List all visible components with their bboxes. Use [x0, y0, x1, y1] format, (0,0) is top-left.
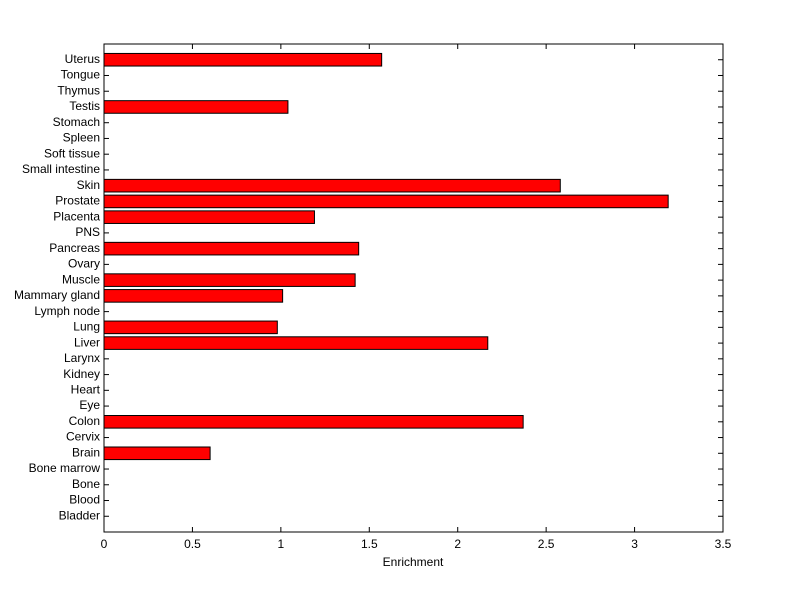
bar: [103, 194, 669, 209]
x-tick-label: 1.5: [361, 537, 378, 551]
y-tick-label: Liver: [74, 335, 100, 349]
y-tick-label: Muscle: [62, 272, 100, 286]
y-tick-label: Bladder: [59, 508, 100, 522]
y-tick-label: Skin: [77, 178, 100, 192]
bar: [103, 100, 289, 114]
y-tick-label: Blood: [69, 493, 100, 507]
y-tick-label: Lung: [73, 320, 100, 334]
y-tick-label: Thymus: [57, 83, 100, 97]
y-tick-label: Pancreas: [49, 241, 100, 255]
y-tick-label: Tongue: [61, 68, 101, 82]
bar: [103, 241, 360, 256]
y-tick-label: Testis: [69, 99, 100, 113]
bar: [103, 320, 278, 335]
y-tick-label: PNS: [75, 225, 100, 239]
y-tick-label: Eye: [79, 398, 100, 412]
y-tick-label: Bone marrow: [29, 461, 101, 475]
bar: [103, 52, 383, 67]
bar: [103, 289, 284, 303]
y-tick-label: Lymph node: [34, 304, 100, 318]
bar: [103, 446, 211, 461]
y-tick-label: Prostate: [55, 194, 100, 208]
y-tick-label: Larynx: [64, 351, 100, 365]
x-tick-label: 3: [631, 537, 638, 551]
y-tick-label: Stomach: [53, 115, 100, 129]
y-tick-label: Uterus: [65, 52, 100, 66]
x-tick-label: 2: [454, 537, 461, 551]
bar: [103, 415, 524, 429]
bar: [103, 273, 356, 287]
x-tick-label: 1: [278, 537, 285, 551]
x-tick-label: 2.5: [538, 537, 555, 551]
x-tick-label: 0: [101, 537, 108, 551]
x-axis-label: Enrichment: [383, 555, 444, 569]
y-tick-label: Mammary gland: [14, 288, 100, 302]
y-tick-label: Placenta: [53, 209, 100, 223]
y-tick-label: Kidney: [63, 367, 100, 381]
bar: [103, 210, 315, 224]
bar: [103, 178, 561, 193]
y-tick-label: Cervix: [66, 430, 100, 444]
y-tick-label: Ovary: [68, 257, 100, 271]
y-tick-label: Heart: [71, 382, 101, 396]
x-tick-label: 0.5: [184, 537, 201, 551]
y-tick-label: Colon: [69, 414, 100, 428]
y-tick-label: Brain: [72, 445, 100, 459]
y-tick-label: Small intestine: [22, 162, 100, 176]
x-tick-label: 3.5: [715, 537, 732, 551]
y-tick-label: Soft tissue: [44, 146, 100, 160]
y-tick-label: Bone: [72, 477, 100, 491]
y-tick-label: Spleen: [63, 131, 100, 145]
bar: [103, 336, 489, 350]
